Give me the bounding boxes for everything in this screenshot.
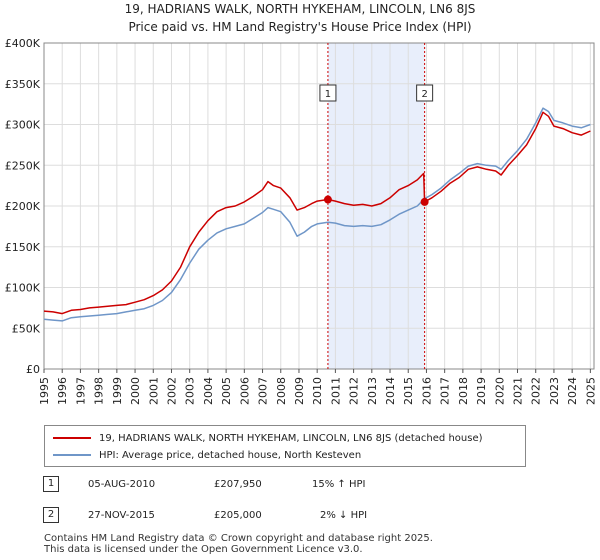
transaction-point — [420, 197, 429, 206]
x-tick-label: 2008 — [275, 377, 288, 405]
y-tick-label: £0 — [26, 363, 40, 376]
grid-lines — [43, 42, 594, 370]
transaction-points — [323, 195, 429, 206]
x-tick-label: 2011 — [329, 377, 342, 405]
transaction-date: 27-NOV-2015 — [88, 510, 155, 521]
y-tick-label: £350K — [5, 78, 41, 91]
transaction-hpi: 15% ↑ HPI — [312, 479, 366, 490]
x-tick-label: 1998 — [93, 377, 106, 405]
y-tick-label: £50K — [12, 322, 41, 335]
chart-subtitle: Price paid vs. HM Land Registry's House … — [128, 20, 472, 34]
x-tick-label: 2012 — [348, 377, 361, 405]
transaction-label-text: 2 — [421, 89, 427, 100]
x-tick-label: 2018 — [457, 377, 470, 405]
transaction-row: 1 05-AUG-2010 £207,950 15% ↑ HPI — [0, 476, 600, 496]
property-price-line — [43, 111, 591, 315]
legend-item-property: 19, HADRIANS WALK, NORTH HYKEHAM, LINCOL… — [53, 430, 483, 446]
x-tick-label: 2013 — [366, 377, 379, 405]
x-tick-label: 2015 — [402, 377, 415, 405]
x-tick-label: 2004 — [202, 377, 215, 405]
x-axis-ticks: 1995 1996 1997 1998 1999 2000 2001 2002 2003 2004… — [38, 369, 597, 405]
transaction-number: 1 — [43, 476, 59, 492]
legend-item-hpi: HPI: Average price, detached house, Nort… — [53, 447, 361, 463]
x-tick-label: 2006 — [238, 377, 251, 405]
x-tick-label: 2017 — [439, 377, 452, 405]
legend: 19, HADRIANS WALK, NORTH HYKEHAM, LINCOL… — [44, 425, 526, 467]
x-tick-label: 1997 — [74, 377, 87, 405]
chart-title: 19, HADRIANS WALK, NORTH HYKEHAM, LINCOL… — [124, 2, 476, 16]
y-tick-label: £250K — [5, 159, 41, 172]
y-tick-label: £200K — [5, 200, 41, 213]
y-tick-label: £400K — [5, 37, 41, 50]
series-lines — [43, 107, 591, 322]
legend-swatch-blue — [53, 454, 91, 456]
y-tick-label: £300K — [5, 119, 41, 132]
plot-frame — [43, 42, 595, 370]
x-tick-label: 2001 — [147, 377, 160, 405]
x-tick-label: 1996 — [56, 377, 69, 405]
y-tick-label: £100K — [5, 282, 41, 295]
x-tick-label: 2016 — [420, 377, 433, 405]
x-tick-label: 1995 — [38, 377, 51, 405]
x-tick-label: 2010 — [311, 377, 324, 405]
transaction-label-box — [416, 84, 434, 102]
x-tick-label: 2019 — [475, 377, 488, 405]
x-tick-label: 2007 — [257, 377, 270, 405]
legend-swatch-red — [53, 437, 91, 439]
x-tick-label: 2023 — [548, 377, 561, 405]
footer-licence: This data is licensed under the Open Gov… — [44, 544, 363, 555]
transaction-row: 2 27-NOV-2015 £205,000 2% ↓ HPI — [0, 507, 600, 527]
transaction-price: £207,950 — [214, 479, 262, 490]
transaction-hpi: 2% ↓ HPI — [320, 510, 368, 521]
y-axis-ticks: £0 £50K £100K £150K £200K £250K £300K £350K £400… — [5, 37, 41, 376]
hpi-line — [43, 107, 591, 322]
x-tick-label: 2024 — [566, 377, 579, 405]
transaction-date: 05-AUG-2010 — [88, 479, 156, 490]
footer-copyright: Contains HM Land Registry data © Crown c… — [44, 533, 433, 544]
x-tick-label: 2002 — [165, 377, 178, 405]
transaction-point — [323, 195, 332, 204]
x-tick-label: 2025 — [584, 377, 597, 405]
legend-label-property: 19, HADRIANS WALK, NORTH HYKEHAM, LINCOL… — [99, 432, 483, 444]
x-tick-label: 2009 — [293, 377, 306, 405]
x-tick-label: 2020 — [493, 377, 506, 405]
legend-label-hpi: HPI: Average price, detached house, Nort… — [99, 449, 362, 461]
transaction-price: £205,000 — [214, 510, 262, 521]
x-tick-label: 2022 — [530, 377, 543, 405]
x-tick-label: 2021 — [512, 377, 525, 405]
x-tick-label: 2003 — [184, 377, 197, 405]
y-tick-label: £150K — [5, 241, 41, 254]
transaction-label-text: 1 — [325, 89, 331, 100]
x-tick-label: 2005 — [220, 377, 233, 405]
transaction-label-box — [319, 84, 337, 102]
x-tick-label: 2000 — [129, 377, 142, 405]
x-tick-label: 1999 — [111, 377, 124, 405]
transaction-number: 2 — [43, 507, 59, 523]
x-tick-label: 2014 — [384, 377, 397, 405]
